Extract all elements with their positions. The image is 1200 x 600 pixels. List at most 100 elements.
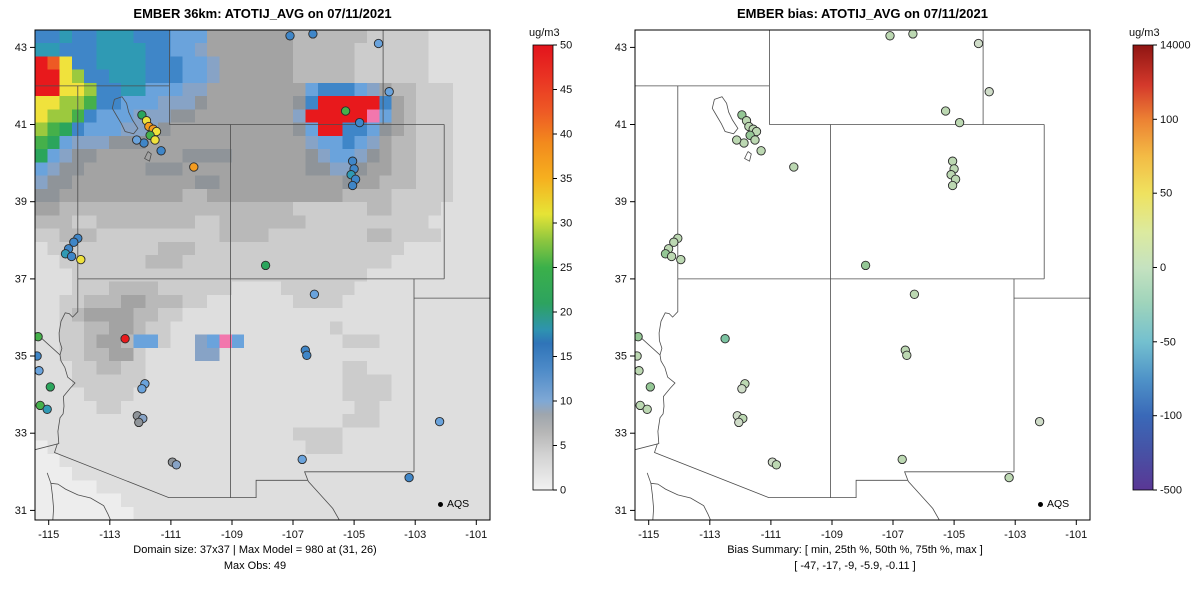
bias-footer-summary-header: Bias Summary: [ min, 25th %, 50th %, 75t… [727,544,983,556]
obs-point [354,117,365,128]
obs-point [909,289,920,299]
bias-map-plot: -115 -113 -111 -109 -107 -105 -103 -101 31 33 35 37… [615,29,1191,541]
model-map-title: EMBER 36km: ATOTIJ_AVG on 07/11/2021 [133,6,392,21]
obs-point [771,460,782,470]
colorbar-tick-label: 50 [560,40,572,52]
aqs-dot-icon [1038,501,1043,507]
obs-point [134,417,144,428]
y-tick-label: 37 [15,273,27,285]
obs-point [635,400,645,411]
aqs-dot-icon [438,501,443,507]
obs-point [860,260,871,271]
y-tick-label: 39 [615,196,627,208]
colorbar-tick-label: 5 [560,440,566,452]
colorbar-tick-label: -500 [1160,485,1182,497]
obs-point [1034,416,1045,427]
colorbar-tick-label: 0 [1160,262,1166,274]
panel-model-map: -115 -113 -111 -109 -107 -105 -103 -101 31 33 35 37… [15,6,573,572]
y-tick-label: 35 [615,351,627,363]
obs-point [734,417,744,428]
x-tick-label: -109 [821,529,843,541]
colorbar-tick-label: 35 [560,173,572,185]
model-colorbar-unit-label: ug/m3 [529,27,560,39]
obs-point [347,156,358,166]
obs-point [76,254,86,265]
obs-point [973,38,984,49]
model-footer-domain: Domain size: 37x37 | Max Model = 980 at … [133,544,377,556]
obs-point [789,162,799,172]
colorbar-tick-label: 25 [560,262,572,274]
obs-point [373,38,384,49]
obs-point [404,472,414,483]
x-tick-label: -115 [638,529,659,541]
obs-point [309,289,320,299]
plot-border [634,29,1091,521]
obs-point [150,135,160,145]
obs-point [645,382,655,392]
colorbar-tick-label: 40 [560,129,572,141]
obs-point [635,351,642,361]
x-tick-label: -107 [282,529,304,541]
colorbar-tick-label: 20 [560,307,572,319]
model-raster [35,30,490,520]
obs-point [297,454,307,465]
bias-colorbar-unit-label: ug/m3 [1129,27,1160,39]
obs-point [340,106,351,116]
y-tick-label: 41 [615,119,627,131]
y-tick-label: 31 [615,505,627,517]
bias-aqs-legend-label: AQS [1047,498,1070,510]
colorbar-tick-label: -50 [1160,336,1176,348]
obs-point [954,117,965,128]
obs-point [35,400,45,411]
model-map-plot: -115 -113 -111 -109 -107 -105 -103 -101 31 33 35 37… [15,29,572,541]
map-area [35,30,490,520]
y-tick-label: 43 [15,42,27,54]
obs-point [156,146,166,156]
panel-bias-map: -115 -113 -111 -109 -107 -105 -103 -101 31 33 35 37… [600,0,1200,600]
x-tick-label: -109 [221,529,243,541]
y-tick-label: 31 [15,505,27,517]
axes: -115 -113 -111 -109 -107 -105 -103 -101 31 33 35 37… [15,42,488,541]
y-tick-label: 33 [15,428,27,440]
y-tick-label: 39 [15,196,27,208]
x-tick-label: -113 [99,529,120,541]
obs-point [720,334,730,344]
model-aqs-legend-label: AQS [447,498,470,510]
colorbar-tick-label: 45 [560,84,572,96]
obs-point [42,404,52,414]
x-tick-label: -111 [761,529,781,541]
obs-point [66,251,77,262]
x-tick-label: -111 [161,529,181,541]
model-aqs-legend: AQS [438,498,469,510]
obs-point [171,460,182,470]
obs-point [669,237,679,247]
x-tick-label: -113 [699,529,720,541]
obs-point [35,351,42,361]
colorbar-tick-label: 10 [560,396,572,408]
colorbar-tick-label: 15 [560,351,572,363]
obs-points [635,30,1045,483]
x-tick-label: -103 [404,529,426,541]
obs-point [260,260,271,271]
obs-point [947,180,958,191]
obs-point [756,146,766,156]
bias-aqs-legend: AQS [1038,498,1069,510]
obs-point [1004,472,1014,483]
bias-footer-summary-values: [ -47, -17, -9, -5.9, -0.11 ] [794,560,916,572]
obs-point [940,106,951,116]
obs-point [737,384,747,394]
colorbar-tick-label: 14000 [1160,40,1191,52]
colorbar-tick-label: 50 [1160,188,1172,200]
obs-point [902,350,912,360]
state-boundaries [35,30,490,520]
axes: -115 -113 -111 -109 -107 -105 -103 -101 31 33 35 37… [615,42,1088,541]
obs-point [347,180,358,191]
obs-point [434,416,445,427]
plot-border [34,29,491,521]
state-boundaries [635,30,1090,520]
obs-point [908,30,918,39]
colorbar-tick-label: 30 [560,218,572,230]
model-footer-maxobs: Max Obs: 49 [223,560,287,572]
x-tick-label: -115 [38,529,59,541]
obs-point [984,87,994,97]
